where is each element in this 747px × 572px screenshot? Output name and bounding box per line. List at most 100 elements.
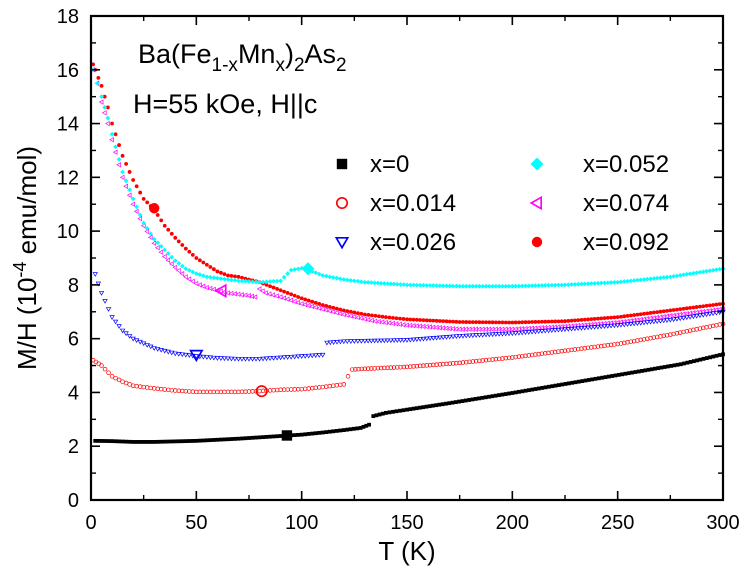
legend-marker	[335, 196, 349, 210]
data-point	[466, 333, 473, 339]
data-point	[576, 379, 581, 384]
data-point	[366, 313, 371, 317]
data-point	[330, 309, 336, 315]
data-point	[658, 275, 663, 281]
data-point	[348, 309, 353, 314]
data-point	[619, 314, 623, 319]
data-point	[714, 353, 719, 358]
data-point	[672, 363, 677, 368]
data-point	[232, 278, 238, 283]
data-point	[489, 332, 496, 338]
data-point	[334, 275, 340, 281]
data-point	[431, 403, 435, 408]
data-point	[401, 282, 407, 288]
data-point	[337, 276, 343, 282]
data-point	[493, 356, 499, 362]
data-point	[603, 375, 608, 380]
data-point	[523, 283, 528, 289]
data-point	[351, 339, 358, 344]
compound-annotation: Ba(Fe1-xMnx)2As2	[138, 39, 347, 76]
data-point	[612, 315, 617, 320]
data-point	[529, 283, 535, 289]
data-point	[457, 283, 463, 289]
series-highlight-marker	[214, 283, 227, 298]
data-point	[678, 307, 683, 312]
data-point	[638, 320, 644, 326]
data-point	[450, 400, 455, 405]
data-point	[362, 279, 368, 285]
data-point	[690, 314, 697, 320]
data-point	[608, 280, 614, 285]
data-point	[590, 377, 595, 382]
data-point	[711, 303, 716, 307]
data-point	[608, 342, 614, 348]
data-point	[190, 269, 196, 275]
data-point	[602, 316, 607, 321]
y-tick-label: 6	[68, 329, 79, 351]
data-point	[391, 338, 397, 344]
data-point	[236, 278, 241, 284]
data-point	[552, 328, 558, 333]
data-point	[372, 280, 377, 286]
data-point	[698, 304, 702, 309]
data-point	[622, 314, 627, 319]
data-point	[313, 431, 318, 436]
data-point	[309, 303, 315, 310]
data-point	[533, 283, 538, 289]
data-point	[352, 426, 356, 431]
data-point	[428, 318, 432, 323]
data-point	[330, 340, 337, 345]
data-point	[707, 303, 712, 308]
data-point	[592, 317, 597, 321]
data-point	[539, 283, 545, 288]
data-point	[461, 320, 465, 324]
data-point	[201, 438, 206, 443]
data-point	[295, 266, 301, 272]
data-point	[221, 356, 228, 362]
data-point	[194, 438, 199, 443]
data-point	[678, 362, 683, 367]
data-point	[563, 382, 568, 386]
data-point	[172, 351, 178, 357]
data-point	[110, 121, 114, 126]
data-point	[246, 292, 251, 299]
data-point	[516, 283, 522, 289]
data-point	[470, 359, 476, 364]
data-point	[500, 392, 505, 397]
data-point	[473, 358, 479, 364]
legend-item: x=0	[336, 151, 409, 178]
data-point	[579, 346, 584, 351]
data-point	[421, 282, 426, 288]
data-point	[493, 393, 498, 398]
data-point	[654, 319, 660, 324]
data-point	[572, 318, 577, 323]
data-point	[477, 358, 482, 364]
data-point	[204, 284, 209, 291]
data-point	[714, 322, 719, 328]
data-point	[228, 290, 234, 297]
data-point	[404, 282, 410, 288]
data-point	[109, 374, 115, 379]
data-point	[151, 240, 157, 246]
data-point	[254, 435, 258, 440]
data-point	[473, 333, 479, 338]
data-point	[580, 379, 585, 383]
data-point	[527, 388, 531, 393]
data-point	[710, 323, 716, 329]
data-point	[249, 356, 256, 362]
data-point	[562, 282, 568, 288]
data-point	[222, 276, 227, 282]
data-point	[602, 280, 607, 286]
data-point	[348, 313, 353, 319]
data-point	[625, 313, 630, 318]
data-point	[677, 330, 683, 335]
data-point	[341, 277, 347, 282]
data-point	[407, 337, 413, 343]
data-point	[320, 352, 326, 358]
data-point	[123, 178, 129, 184]
data-point	[278, 288, 283, 293]
data-point	[320, 303, 325, 307]
data-point	[668, 308, 673, 313]
data-point	[542, 283, 548, 288]
data-point	[313, 353, 319, 359]
